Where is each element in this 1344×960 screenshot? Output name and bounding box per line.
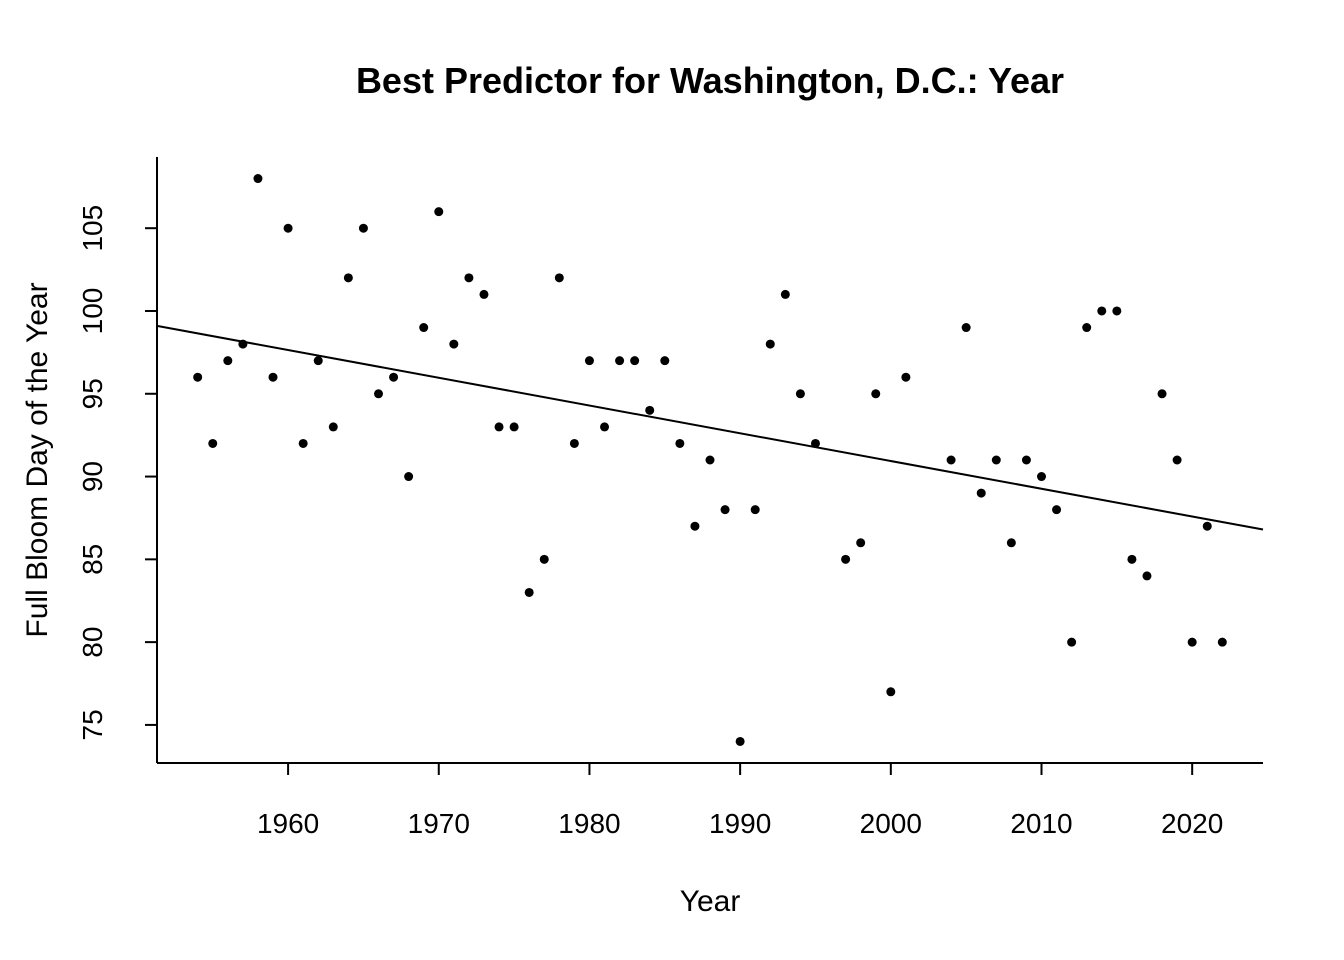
data-point <box>615 356 625 366</box>
data-point <box>1082 323 1092 333</box>
data-point <box>946 455 956 465</box>
data-point <box>1202 521 1212 531</box>
y-tick-label: 90 <box>77 461 108 492</box>
y-tick-label: 75 <box>77 709 108 740</box>
x-tick-label: 1960 <box>257 808 319 839</box>
regression-line <box>156 324 1264 531</box>
x-ticks: 1960 1970 1980 1990 2000 2010 2020 <box>257 763 1223 839</box>
data-point <box>509 422 519 432</box>
data-point <box>404 472 414 482</box>
data-point <box>419 323 429 333</box>
data-point <box>1127 554 1137 564</box>
data-point <box>630 356 640 366</box>
data-point <box>479 289 489 299</box>
data-point <box>1112 306 1122 316</box>
data-point <box>600 422 610 432</box>
data-point <box>1157 389 1167 399</box>
data-point <box>961 323 971 333</box>
data-point <box>1217 637 1227 647</box>
x-tick-label: 1990 <box>709 808 771 839</box>
data-point <box>735 736 745 746</box>
data-point <box>268 372 278 382</box>
y-tick-label: 95 <box>77 378 108 409</box>
data-point <box>645 405 655 415</box>
data-point <box>720 505 730 515</box>
data-point <box>871 389 881 399</box>
data-point <box>193 372 203 382</box>
x-tick-label: 1980 <box>558 808 620 839</box>
data-point <box>374 389 384 399</box>
data-point <box>569 438 579 448</box>
x-tick-label: 2010 <box>1010 808 1072 839</box>
data-point <box>1142 571 1152 581</box>
data-point <box>464 273 474 283</box>
data-point <box>705 455 715 465</box>
data-point <box>901 372 911 382</box>
data-point <box>554 273 564 283</box>
data-point <box>389 372 399 382</box>
data-point <box>841 554 851 564</box>
data-point <box>313 356 323 366</box>
data-point <box>675 438 685 448</box>
data-point <box>223 356 233 366</box>
y-axis-label: Full Bloom Day of the Year <box>21 282 54 637</box>
data-point <box>1187 637 1197 647</box>
data-point <box>253 174 263 184</box>
data-point <box>1036 472 1046 482</box>
data-point <box>1172 455 1182 465</box>
data-point <box>976 488 986 498</box>
data-point <box>1067 637 1077 647</box>
data-point <box>1052 505 1062 515</box>
data-point <box>283 223 293 233</box>
x-tick-label: 2000 <box>860 808 922 839</box>
data-point <box>856 538 866 548</box>
data-point <box>449 339 459 349</box>
x-tick-label: 2020 <box>1161 808 1223 839</box>
data-point <box>434 207 444 217</box>
y-tick-label: 85 <box>77 544 108 575</box>
data-point <box>343 273 353 283</box>
data-point <box>690 521 700 531</box>
chart-title: Best Predictor for Washington, D.C.: Yea… <box>356 60 1064 101</box>
y-tick-label: 105 <box>77 205 108 252</box>
y-tick-label: 80 <box>77 627 108 658</box>
data-point <box>298 438 308 448</box>
data-point <box>780 289 790 299</box>
data-point <box>328 422 338 432</box>
data-point <box>660 356 670 366</box>
data-point <box>886 687 896 697</box>
data-point <box>750 505 760 515</box>
data-point <box>810 438 820 448</box>
data-point <box>358 223 368 233</box>
data-point <box>539 554 549 564</box>
data-point <box>208 438 218 448</box>
data-point <box>238 339 248 349</box>
x-tick-label: 1970 <box>408 808 470 839</box>
data-point <box>524 587 534 597</box>
data-points <box>193 174 1227 746</box>
data-point <box>1097 306 1107 316</box>
x-axis-label: Year <box>680 885 741 918</box>
data-point <box>494 422 504 432</box>
data-point <box>765 339 775 349</box>
data-point <box>991 455 1001 465</box>
y-tick-label: 100 <box>77 288 108 335</box>
y-ticks: 75 80 85 90 95 100 105 <box>77 205 157 740</box>
data-point <box>1021 455 1031 465</box>
data-point <box>1006 538 1016 548</box>
data-point <box>795 389 805 399</box>
data-point <box>584 356 594 366</box>
